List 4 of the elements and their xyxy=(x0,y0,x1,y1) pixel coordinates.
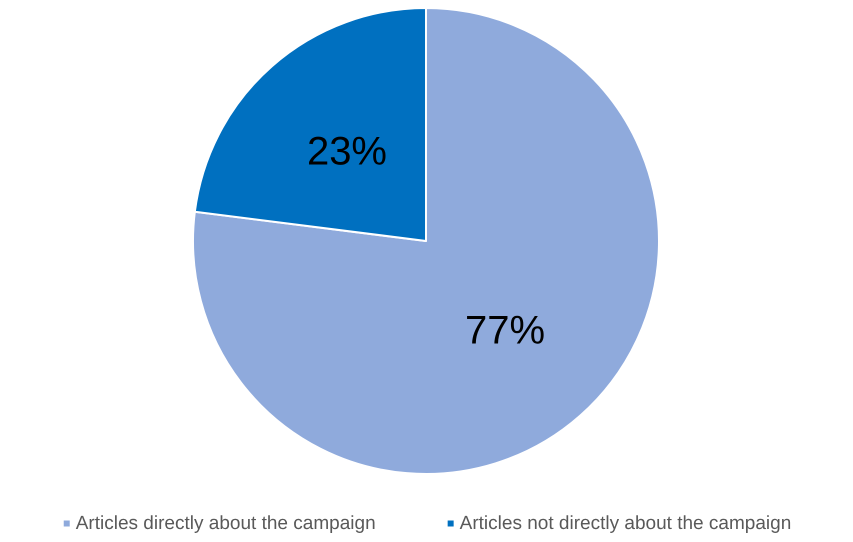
legend-label: Articles directly about the campaign xyxy=(76,513,376,534)
data-label: 77% xyxy=(464,308,546,353)
data-label: 23% xyxy=(306,129,388,174)
legend-label: Articles not directly about the campaign xyxy=(460,513,792,534)
